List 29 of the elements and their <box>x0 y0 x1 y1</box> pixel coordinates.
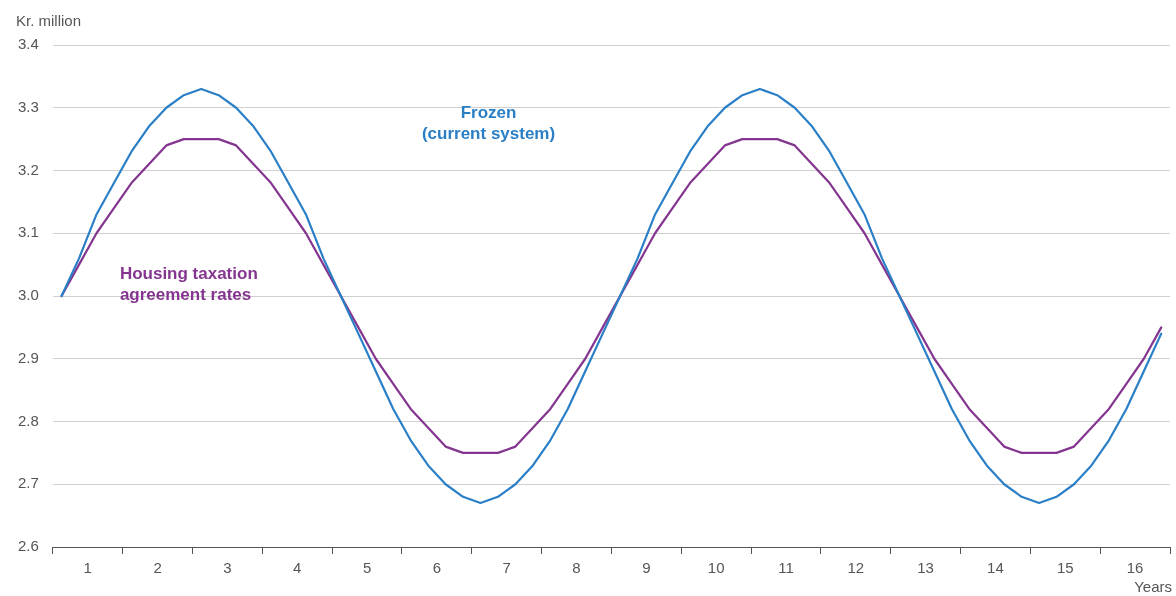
x-tick-label: 2 <box>153 559 162 577</box>
y-tick-label: 3.4 <box>17 35 39 53</box>
y-tick-label: 3.0 <box>17 286 39 304</box>
y-tick-label: 3.3 <box>17 97 39 115</box>
x-axis-title: Years <box>1134 577 1172 595</box>
y-tick-label: 3.2 <box>17 160 39 178</box>
x-tick-label: 12 <box>847 559 865 577</box>
x-tick-label: 11 <box>778 559 794 577</box>
y-axis-title: Kr. million <box>16 11 82 29</box>
x-tick-label: 15 <box>1056 559 1074 577</box>
x-tick-label: 13 <box>917 559 934 577</box>
x-tick-label: 14 <box>987 559 1004 577</box>
x-tick-label: 7 <box>502 559 511 577</box>
y-tick-label: 2.9 <box>17 348 39 366</box>
y-tick-label: 3.1 <box>17 223 39 241</box>
x-tick-label: 10 <box>707 559 725 577</box>
y-tick-label: 2.8 <box>17 411 39 429</box>
x-tick-label: 8 <box>572 559 581 577</box>
x-tick-label: 9 <box>642 559 651 577</box>
x-tick-label: 5 <box>362 559 372 577</box>
text: Housing taxation agreement rates <box>119 264 258 305</box>
text: Frozen (current system) <box>421 103 556 144</box>
x-tick-label: 1 <box>83 559 92 577</box>
x-tick-label: 3 <box>223 559 232 577</box>
y-tick-label: 2.6 <box>17 537 39 555</box>
y-tick-label: 2.7 <box>17 474 39 492</box>
x-tick-label: 6 <box>432 559 442 577</box>
x-tick-label: 4 <box>293 559 302 577</box>
x-tick-label: 16 <box>1126 559 1144 577</box>
